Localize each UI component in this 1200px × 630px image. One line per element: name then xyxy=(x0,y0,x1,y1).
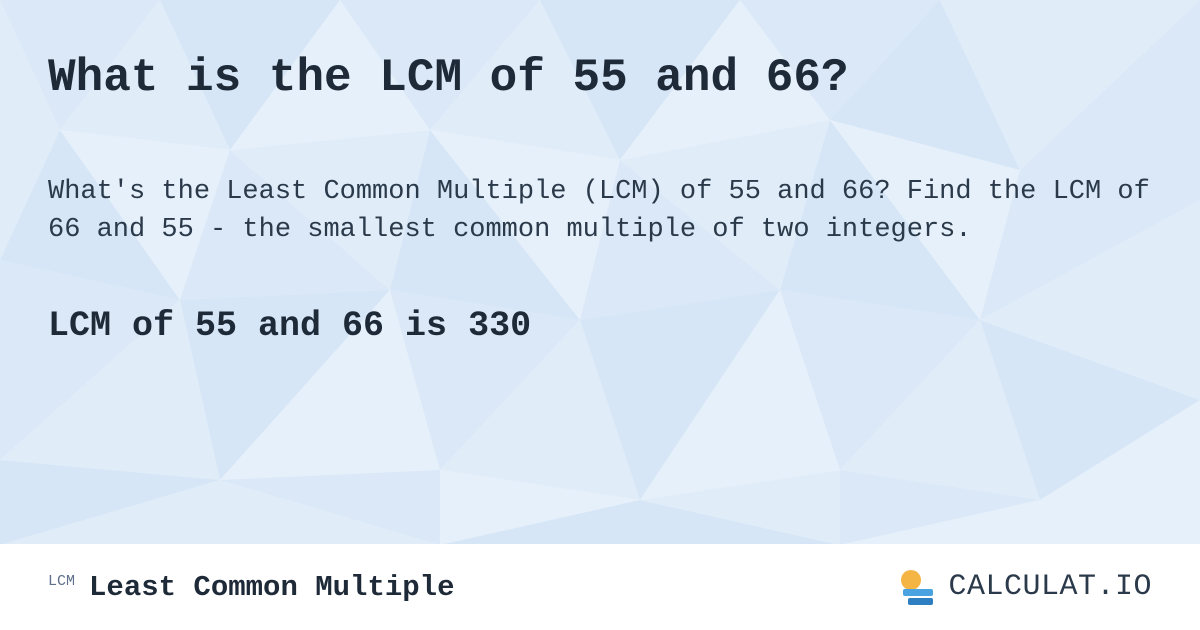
page-title: What is the LCM of 55 and 66? xyxy=(48,52,1152,105)
footer-bar: LCM Least Common Multiple CALCULAT.IO xyxy=(0,544,1200,630)
description-text: What's the Least Common Multiple (LCM) o… xyxy=(48,173,1152,250)
brand-logo-icon xyxy=(898,567,938,607)
lcm-badge: LCM xyxy=(48,573,75,590)
answer-text: LCM of 55 and 66 is 330 xyxy=(48,306,1152,346)
content-area: What is the LCM of 55 and 66? What's the… xyxy=(0,0,1200,630)
brand: CALCULAT.IO xyxy=(898,567,1152,607)
brand-name: CALCULAT.IO xyxy=(948,570,1152,604)
footer-label: Least Common Multiple xyxy=(89,571,454,604)
footer-left: LCM Least Common Multiple xyxy=(48,571,454,604)
